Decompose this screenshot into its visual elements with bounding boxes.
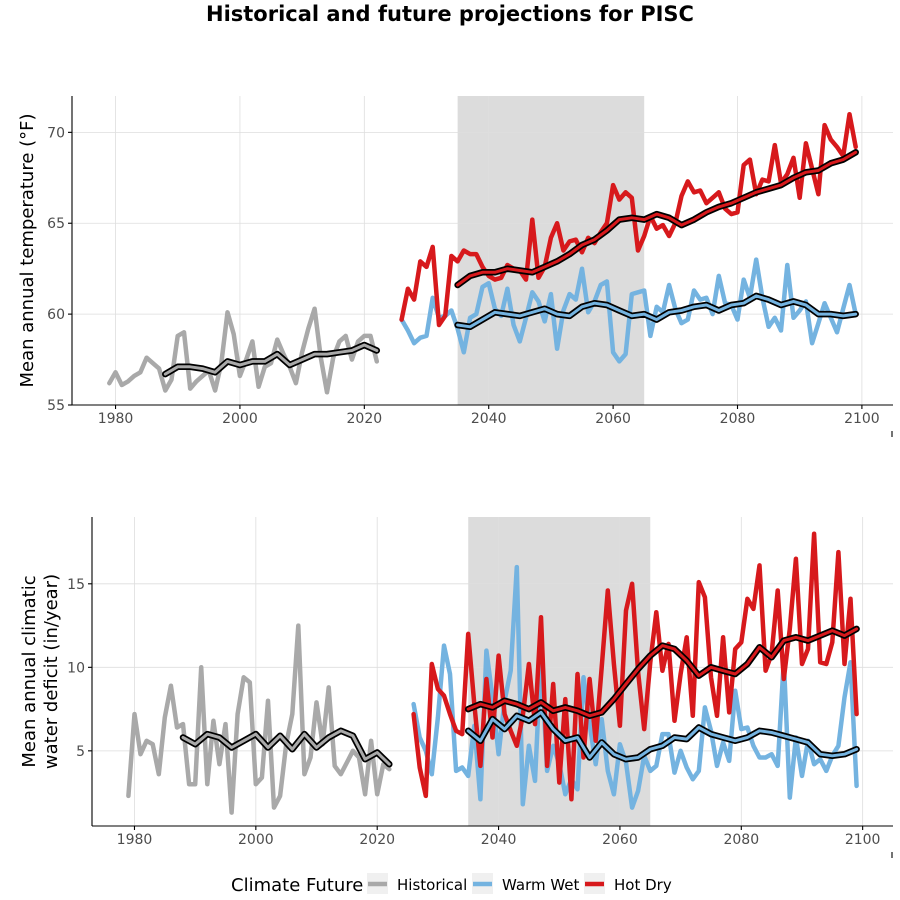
y-axis-label: Mean annual climaticwater deficit (in/ye…: [19, 574, 62, 769]
x-tick-label-2100: 2100: [845, 832, 881, 848]
series-line-historical: [107, 306, 380, 395]
x-tick-label-2080: 2080: [723, 832, 759, 848]
y-tick-label-60: 60: [47, 307, 65, 323]
series-line-warm-wet: [399, 257, 858, 364]
x-tick-label-2020: 2020: [359, 832, 395, 848]
legend-entry-hot-dry: Hot Dry: [584, 873, 672, 894]
smooth-line-historical: [181, 729, 391, 766]
smooth-outline-historical: [162, 341, 381, 378]
x-tick-label-2000: 2000: [222, 411, 258, 427]
legend-title: Climate Future: [231, 875, 363, 896]
series-line-hot-dry: [399, 111, 858, 328]
y-tick-label-5: 5: [76, 744, 85, 760]
legend-entry-warm-wet: Warm Wet: [472, 873, 580, 894]
x-tick-label-2040: 2040: [481, 832, 517, 848]
x-tick-label-2000: 2000: [238, 832, 274, 848]
x-tick-label-2060: 2060: [595, 411, 631, 427]
legend-label-hot-dry: Hot Dry: [614, 876, 672, 894]
smooth-line-hot-dry: [456, 150, 858, 287]
y-axis-label-line-2: water deficit (in/year): [41, 574, 62, 769]
x-tick-label-2060: 2060: [602, 832, 638, 848]
legend-label-warm-wet: Warm Wet: [502, 876, 580, 894]
y-tick-label-70: 70: [47, 125, 65, 141]
legend-label-historical: Historical: [397, 876, 467, 894]
smooth-line-historical: [163, 343, 379, 376]
y-tick-label-65: 65: [47, 216, 65, 232]
x-tick-label-2100: 2100: [844, 411, 880, 427]
smooth-line-hot-dry: [466, 627, 859, 718]
temperature-panel: 1980 2000 2020 2040 2060 2080 2100 55 60 65 70 Mean…: [17, 96, 893, 437]
legend: Climate Future Historical Warm Wet Hot D…: [231, 873, 672, 896]
chart-title: Historical and future projections for PI…: [206, 2, 694, 26]
y-axis-label-line-1: Mean annual climatic: [19, 575, 40, 767]
y-axis-label: Mean annual temperature (°F): [17, 113, 38, 387]
x-tick-label-1980: 1980: [117, 832, 153, 848]
water-deficit-panel: 1980 2000 2020 2040 2060 2080 2100 5 10 15 Mean an…: [19, 517, 893, 858]
smooth-line-warm-wet: [456, 294, 858, 329]
x-tick-label-2040: 2040: [471, 411, 507, 427]
y-tick-label-55: 55: [47, 398, 65, 414]
smooth-line-warm-wet: [466, 710, 859, 761]
y-tick-label-10: 10: [67, 660, 85, 676]
x-tick-label-2080: 2080: [720, 411, 756, 427]
series-line-historical: [126, 623, 392, 815]
y-tick-label-15: 15: [67, 577, 85, 593]
x-tick-label-2020: 2020: [347, 411, 383, 427]
series-line-hot-dry: [411, 531, 859, 802]
x-tick-label-1980: 1980: [98, 411, 134, 427]
legend-entry-historical: Historical: [367, 873, 467, 894]
